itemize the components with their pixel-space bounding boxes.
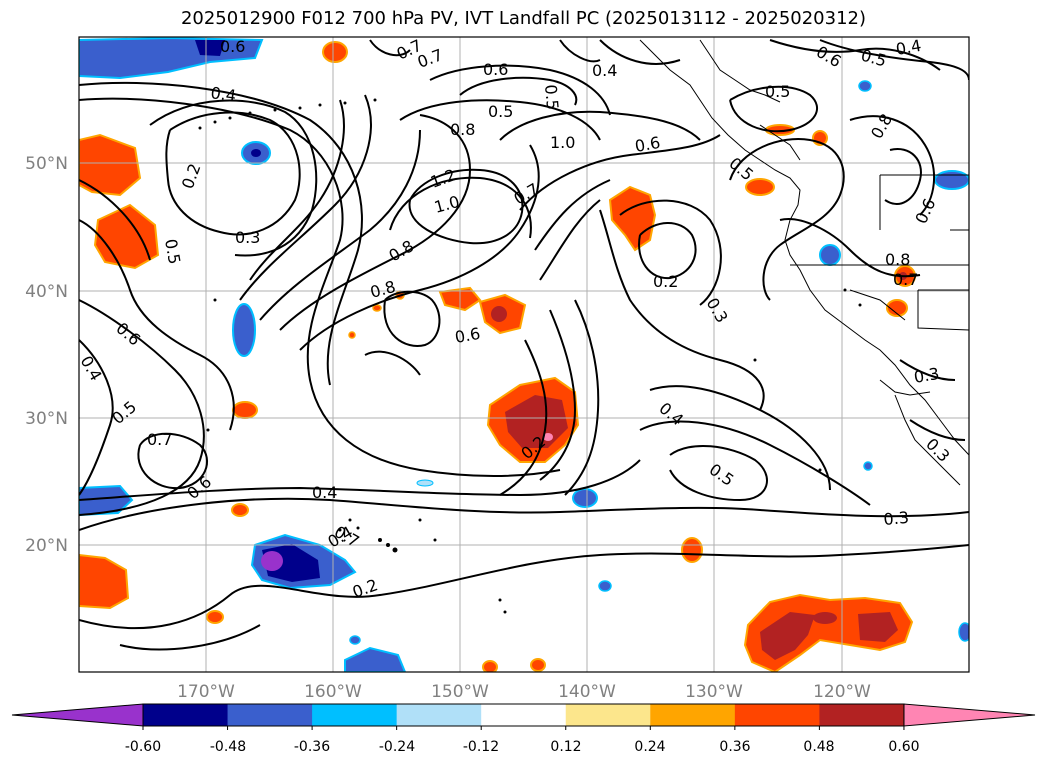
colorbar-tick-labels: -0.60 -0.48 -0.36 -0.24 -0.12 0.12 0.24 … — [125, 739, 920, 755]
colorbar-segment — [312, 704, 398, 726]
contour-label: 0.4 — [592, 61, 617, 80]
colorbar-tick-label: -0.48 — [210, 739, 246, 755]
map-gridlines — [79, 37, 969, 672]
contour-label: 0.8 — [450, 120, 475, 139]
colorbar-tick-label: 0.60 — [888, 739, 919, 755]
colorbar-segment — [227, 704, 313, 726]
colorbar-segment — [734, 704, 820, 726]
map-plot-area: 0.6 0.4 0.2 0.3 0.5 0.7 0.6 0.5 0.8 1.0 … — [79, 36, 969, 672]
lon-label: 170°W — [177, 682, 235, 702]
lat-label: 30°N — [25, 409, 68, 429]
contour-label: 0.7 — [893, 270, 918, 289]
pv-contours — [79, 39, 969, 651]
contour-label: 0.5 — [161, 237, 184, 265]
contour-label: 0.7 — [147, 430, 172, 449]
contour-label: 0.6 — [453, 324, 481, 347]
contour-label: 0.3 — [235, 228, 260, 247]
colorbar-outline — [142, 703, 905, 727]
colorbar-tick-label: -0.36 — [294, 739, 330, 755]
colorbar-tick-label: -0.24 — [379, 739, 415, 755]
colorbar-extension-low — [11, 703, 144, 727]
contour-label: 0.5 — [765, 82, 790, 101]
lon-label: 160°W — [304, 682, 362, 702]
colorbar-segment — [143, 704, 229, 726]
contour-label: 0.8 — [885, 250, 910, 269]
contour-label: 0.5 — [488, 102, 513, 121]
ivt-anomaly-fill — [79, 37, 969, 672]
longitude-labels: 170°W 160°W 150°W 140°W 130°W 120°W — [177, 682, 871, 702]
contour-label: 1.0 — [550, 133, 575, 152]
contour-label: 0.6 — [220, 37, 245, 56]
lat-label: 20°N — [25, 536, 68, 556]
colorbar-tick-label: 0.48 — [803, 739, 834, 755]
colorbar-segment — [650, 704, 736, 726]
contour-label: 0.6 — [633, 133, 661, 156]
contour-label: 0.3 — [912, 364, 940, 387]
latitude-labels: 50°N 40°N 30°N 20°N — [25, 154, 68, 556]
coastline — [639, 39, 969, 486]
plot-title: 2025012900 F012 700 hPa PV, IVT Landfall… — [180, 8, 867, 29]
contour-label: 0.4 — [209, 83, 237, 105]
colorbar-tick-label: 0.12 — [550, 739, 581, 755]
lat-label: 40°N — [25, 282, 68, 302]
colorbar-tick-label: -0.60 — [125, 739, 161, 755]
islands — [198, 98, 862, 614]
contour-label: 0.4 — [312, 483, 337, 502]
colorbar-segment — [565, 704, 651, 726]
colorbar-tick-label: 0.36 — [719, 739, 750, 755]
colorbar — [11, 703, 1036, 730]
contour-label: 0.4 — [894, 36, 922, 59]
contour-label: 0.2 — [653, 272, 678, 291]
contour-label: 0.3 — [883, 508, 910, 529]
colorbar-segment — [396, 704, 482, 726]
colorbar-tick-label: -0.12 — [463, 739, 499, 755]
map-frame — [78, 36, 970, 673]
contour-label: 0.5 — [541, 84, 562, 111]
lon-label: 150°W — [431, 682, 489, 702]
colorbar-segment — [481, 704, 567, 726]
lat-label: 50°N — [25, 154, 68, 174]
lon-label: 140°W — [558, 682, 616, 702]
lon-label: 120°W — [813, 682, 871, 702]
lon-label: 130°W — [685, 682, 743, 702]
colorbar-segment — [819, 704, 905, 726]
colorbar-tick-label: 0.24 — [634, 739, 665, 755]
contour-label: 0.6 — [483, 60, 508, 79]
colorbar-extension-high — [903, 703, 1036, 727]
